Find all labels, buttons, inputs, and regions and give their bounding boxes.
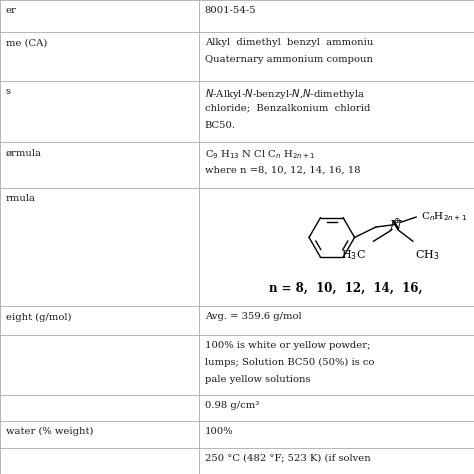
Text: 0.98 g/cm³: 0.98 g/cm³ xyxy=(205,401,259,410)
Text: pale yellow solutions: pale yellow solutions xyxy=(205,375,310,384)
Text: C$_n$H$_{2n+1}$: C$_n$H$_{2n+1}$ xyxy=(421,210,467,222)
Text: water (% weight): water (% weight) xyxy=(6,427,93,436)
Text: eight (g/mol): eight (g/mol) xyxy=(6,312,71,321)
Text: 8001-54-5: 8001-54-5 xyxy=(205,6,256,15)
Text: N: N xyxy=(389,219,401,233)
Text: Alkyl  dimethyl  benzyl  ammoniu: Alkyl dimethyl benzyl ammoniu xyxy=(205,38,373,47)
Text: BC50.: BC50. xyxy=(205,121,236,130)
Text: er: er xyxy=(6,6,17,15)
Text: chloride;  Benzalkonium  chlorid: chloride; Benzalkonium chlorid xyxy=(205,104,370,113)
Text: $N$-Alkyl-$N$-benzyl-$N$,$N$-dimethyla: $N$-Alkyl-$N$-benzyl-$N$,$N$-dimethyla xyxy=(205,87,365,101)
Text: rmula: rmula xyxy=(6,194,36,203)
Text: 100% is white or yellow powder;: 100% is white or yellow powder; xyxy=(205,341,374,350)
Text: s: s xyxy=(6,87,11,96)
Text: Avg. = 359.6 g/mol: Avg. = 359.6 g/mol xyxy=(205,312,301,321)
Text: 250 °C (482 °F; 523 K) (if solven: 250 °C (482 °F; 523 K) (if solven xyxy=(205,454,371,463)
Text: me (CA): me (CA) xyxy=(6,38,47,47)
Text: where n =8, 10, 12, 14, 16, 18: where n =8, 10, 12, 14, 16, 18 xyxy=(205,165,360,174)
Text: Quaternary ammonium compoun: Quaternary ammonium compoun xyxy=(205,55,373,64)
Text: 100%: 100% xyxy=(205,427,233,436)
Text: H$_3$C: H$_3$C xyxy=(341,248,366,262)
Text: $\oplus$: $\oplus$ xyxy=(393,216,401,225)
Text: ørmula: ørmula xyxy=(6,148,42,157)
Text: C$_9$ H$_{13}$ N Cl C$_n$ H$_{2n+1}$: C$_9$ H$_{13}$ N Cl C$_n$ H$_{2n+1}$ xyxy=(205,148,315,161)
Text: n = 8,  10,  12,  14,  16,: n = 8, 10, 12, 14, 16, xyxy=(269,282,423,295)
Text: CH$_3$: CH$_3$ xyxy=(415,248,439,262)
Text: lumps; Solution BC50 (50%) is co: lumps; Solution BC50 (50%) is co xyxy=(205,358,374,367)
